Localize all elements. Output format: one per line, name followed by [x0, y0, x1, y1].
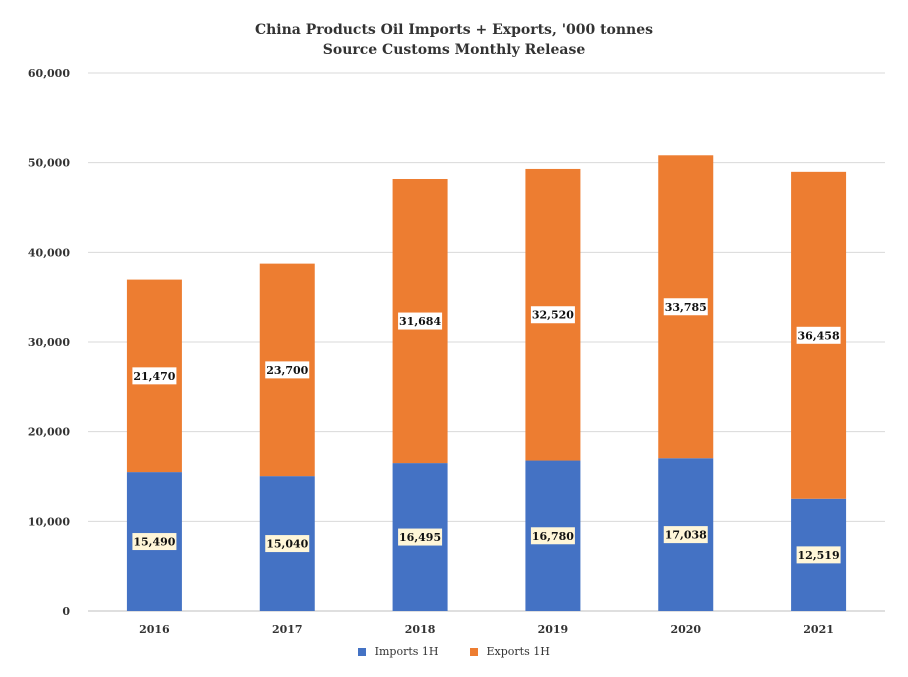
data-label: 15,040 [266, 538, 308, 551]
data-label-box [265, 535, 310, 553]
y-tick-label: 0 [62, 605, 70, 618]
legend-swatch-imports [358, 648, 367, 656]
data-label: 21,470 [133, 370, 175, 383]
data-label-box [132, 367, 177, 385]
data-label: 32,520 [532, 309, 574, 322]
data-label-box [530, 527, 575, 545]
data-label-box [398, 312, 443, 330]
data-label: 12,519 [798, 549, 840, 562]
data-label-box [796, 546, 841, 564]
data-label-box [663, 298, 708, 316]
y-tick-label: 10,000 [28, 515, 70, 528]
data-label: 36,458 [798, 329, 840, 342]
data-label: 33,785 [665, 301, 707, 314]
legend-swatch-exports [470, 648, 479, 656]
legend-label-exports: Exports 1H [486, 645, 550, 658]
data-label-box [796, 326, 841, 344]
y-tick-label: 30,000 [28, 336, 70, 349]
x-tick-label: 2019 [538, 623, 569, 636]
y-tick-label: 50,000 [28, 157, 70, 170]
x-tick-label: 2016 [139, 623, 170, 636]
legend-item-exports: Exports 1H [470, 645, 550, 658]
x-tick-label: 2017 [272, 623, 303, 636]
y-tick-label: 40,000 [28, 246, 70, 259]
data-label: 16,780 [532, 530, 574, 543]
data-label: 16,495 [399, 531, 441, 544]
data-label-box [398, 528, 443, 546]
legend-item-imports: Imports 1H [358, 645, 439, 658]
data-label: 17,038 [665, 529, 707, 542]
data-label-box [530, 306, 575, 324]
data-label-box [265, 361, 310, 379]
chart-title-block: China Products Oil Imports + Exports, '0… [0, 20, 908, 60]
legend: Imports 1H Exports 1H [0, 645, 908, 658]
x-tick-label: 2021 [803, 623, 834, 636]
x-tick-label: 2018 [405, 623, 436, 636]
chart-title: China Products Oil Imports + Exports, '0… [254, 22, 654, 38]
chart-subtitle: Source Customs Monthly Release [322, 42, 586, 58]
data-label-box [663, 526, 708, 544]
data-label-box [132, 533, 177, 551]
data-label: 31,684 [399, 315, 441, 328]
y-tick-label: 60,000 [28, 67, 70, 80]
x-tick-label: 2020 [670, 623, 701, 636]
y-tick-label: 20,000 [28, 426, 70, 439]
legend-label-imports: Imports 1H [374, 645, 439, 658]
data-label: 15,490 [133, 536, 175, 549]
data-label: 23,700 [266, 364, 308, 377]
